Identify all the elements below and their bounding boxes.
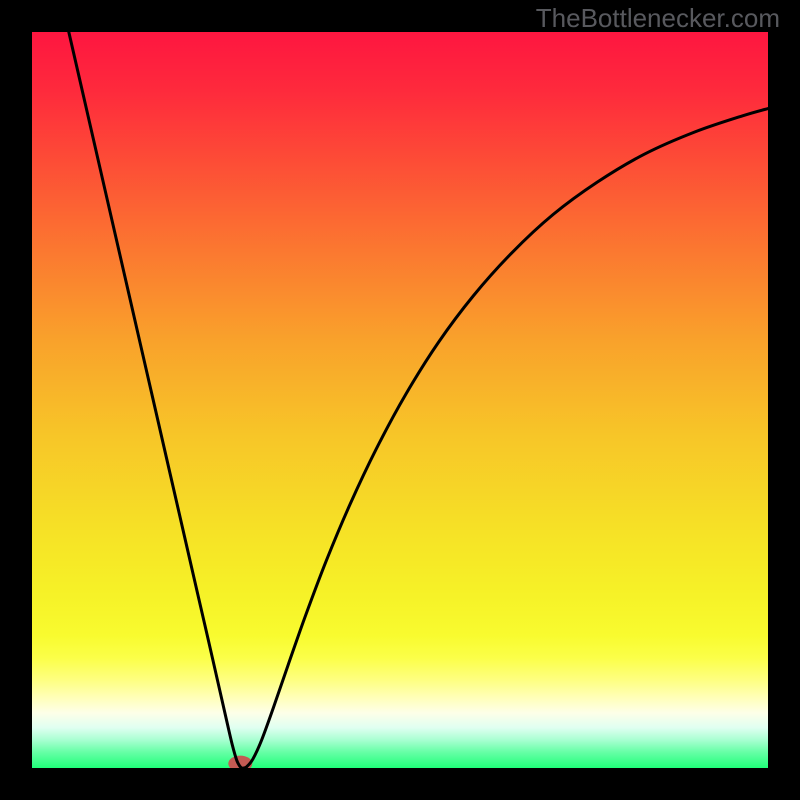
plot-area [32, 32, 768, 768]
watermark-text: TheBottlenecker.com [536, 3, 780, 34]
chart-svg [32, 32, 768, 768]
chart-frame: TheBottlenecker.com [0, 0, 800, 800]
gradient-background [32, 32, 768, 768]
